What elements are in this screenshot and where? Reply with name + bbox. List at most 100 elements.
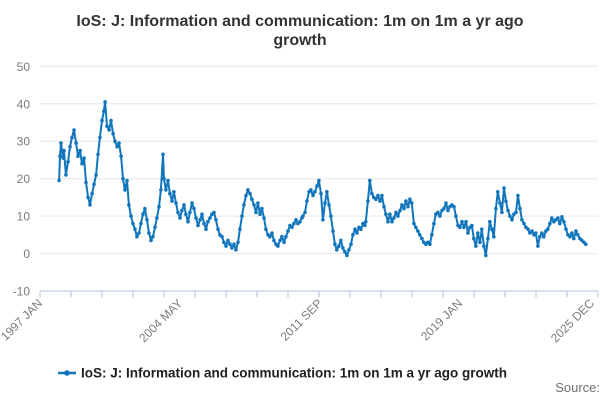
data-point-marker[interactable] bbox=[574, 229, 578, 233]
data-point-marker[interactable] bbox=[376, 193, 380, 198]
data-point-marker[interactable] bbox=[520, 218, 524, 222]
data-point-marker[interactable] bbox=[157, 204, 161, 209]
data-point-marker[interactable] bbox=[182, 203, 186, 207]
data-point-marker[interactable] bbox=[518, 206, 522, 211]
data-point-marker[interactable] bbox=[378, 199, 382, 203]
data-point-marker[interactable] bbox=[514, 210, 518, 215]
data-point-marker[interactable] bbox=[57, 178, 61, 183]
data-point-marker[interactable] bbox=[536, 244, 540, 248]
data-point-marker[interactable] bbox=[123, 188, 127, 192]
data-point-marker[interactable] bbox=[58, 154, 62, 158]
data-point-marker[interactable] bbox=[506, 208, 510, 213]
data-point-marker[interactable] bbox=[278, 238, 282, 243]
data-point-marker[interactable] bbox=[234, 248, 238, 252]
data-point-marker[interactable] bbox=[139, 221, 143, 226]
data-point-marker[interactable] bbox=[502, 186, 506, 190]
data-point-marker[interactable] bbox=[406, 204, 410, 209]
data-point-marker[interactable] bbox=[498, 201, 502, 205]
data-point-marker[interactable] bbox=[290, 225, 294, 230]
data-point-marker[interactable] bbox=[534, 231, 538, 235]
data-point-marker[interactable] bbox=[224, 244, 228, 248]
data-point-marker[interactable] bbox=[143, 206, 147, 211]
data-point-marker[interactable] bbox=[331, 229, 335, 233]
data-point-marker[interactable] bbox=[305, 199, 309, 203]
data-point-marker[interactable] bbox=[382, 204, 386, 209]
data-point-marker[interactable] bbox=[436, 210, 440, 215]
data-point-marker[interactable] bbox=[402, 206, 406, 211]
data-point-marker[interactable] bbox=[176, 210, 180, 215]
data-point-marker[interactable] bbox=[492, 234, 496, 239]
data-point-marker[interactable] bbox=[568, 234, 572, 239]
data-point-marker[interactable] bbox=[222, 240, 226, 245]
data-point-marker[interactable] bbox=[105, 124, 109, 128]
data-point-marker[interactable] bbox=[170, 199, 174, 203]
data-point-marker[interactable] bbox=[248, 191, 252, 196]
data-point-marker[interactable] bbox=[486, 236, 490, 241]
data-point-marker[interactable] bbox=[538, 234, 542, 239]
data-point-marker[interactable] bbox=[74, 141, 78, 145]
data-point-marker[interactable] bbox=[252, 203, 256, 207]
data-point-marker[interactable] bbox=[438, 214, 442, 218]
data-point-marker[interactable] bbox=[242, 203, 246, 207]
data-point-marker[interactable] bbox=[572, 236, 576, 241]
data-point-marker[interactable] bbox=[339, 238, 343, 243]
data-point-marker[interactable] bbox=[542, 234, 546, 239]
data-point-marker[interactable] bbox=[550, 216, 554, 220]
data-point-marker[interactable] bbox=[476, 231, 480, 235]
data-point-marker[interactable] bbox=[200, 212, 204, 216]
data-point-marker[interactable] bbox=[327, 203, 331, 207]
data-point-marker[interactable] bbox=[404, 199, 408, 203]
data-point-marker[interactable] bbox=[272, 238, 276, 243]
data-point-marker[interactable] bbox=[349, 242, 353, 246]
data-point-marker[interactable] bbox=[400, 203, 404, 207]
data-point-marker[interactable] bbox=[500, 210, 504, 215]
data-point-marker[interactable] bbox=[460, 219, 464, 224]
data-point-marker[interactable] bbox=[208, 216, 212, 220]
data-point-marker[interactable] bbox=[384, 212, 388, 216]
data-point-marker[interactable] bbox=[280, 234, 284, 239]
data-point-marker[interactable] bbox=[204, 227, 208, 231]
data-point-marker[interactable] bbox=[430, 233, 434, 237]
data-point-marker[interactable] bbox=[420, 236, 424, 241]
data-point-marker[interactable] bbox=[321, 218, 325, 222]
data-point-marker[interactable] bbox=[418, 233, 422, 237]
series-line[interactable] bbox=[58, 100, 587, 257]
data-point-marker[interactable] bbox=[206, 219, 210, 224]
data-point-marker[interactable] bbox=[133, 227, 137, 231]
data-point-marker[interactable] bbox=[117, 141, 121, 145]
data-point-marker[interactable] bbox=[416, 229, 420, 233]
data-point-marker[interactable] bbox=[315, 184, 319, 188]
data-point-marker[interactable] bbox=[184, 212, 188, 216]
data-point-marker[interactable] bbox=[94, 173, 98, 177]
data-point-marker[interactable] bbox=[196, 223, 200, 228]
data-point-marker[interactable] bbox=[178, 216, 182, 220]
data-point-marker[interactable] bbox=[353, 227, 357, 231]
data-point-marker[interactable] bbox=[370, 191, 374, 196]
data-point-marker[interactable] bbox=[78, 148, 82, 153]
data-point-marker[interactable] bbox=[484, 253, 488, 258]
data-point-marker[interactable] bbox=[109, 118, 113, 123]
data-point-marker[interactable] bbox=[214, 218, 218, 222]
data-point-marker[interactable] bbox=[444, 201, 448, 205]
data-point-marker[interactable] bbox=[135, 234, 139, 239]
data-point-marker[interactable] bbox=[226, 238, 230, 243]
data-point-marker[interactable] bbox=[82, 156, 86, 160]
data-point-marker[interactable] bbox=[161, 152, 165, 157]
data-point-marker[interactable] bbox=[230, 246, 234, 250]
data-point-marker[interactable] bbox=[478, 240, 482, 245]
data-point-marker[interactable] bbox=[303, 210, 307, 215]
data-point-marker[interactable] bbox=[111, 131, 115, 136]
data-point-marker[interactable] bbox=[268, 234, 272, 239]
data-point-marker[interactable] bbox=[396, 214, 400, 218]
data-point-marker[interactable] bbox=[558, 221, 562, 226]
data-point-marker[interactable] bbox=[115, 145, 119, 149]
data-point-marker[interactable] bbox=[386, 219, 390, 224]
data-point-marker[interactable] bbox=[88, 203, 92, 207]
data-point-marker[interactable] bbox=[276, 244, 280, 248]
data-point-marker[interactable] bbox=[86, 195, 90, 200]
data-point-marker[interactable] bbox=[92, 182, 96, 187]
data-point-marker[interactable] bbox=[72, 128, 76, 132]
data-point-marker[interactable] bbox=[192, 206, 196, 211]
series-info-and-communication[interactable] bbox=[57, 100, 588, 258]
data-point-marker[interactable] bbox=[482, 244, 486, 248]
